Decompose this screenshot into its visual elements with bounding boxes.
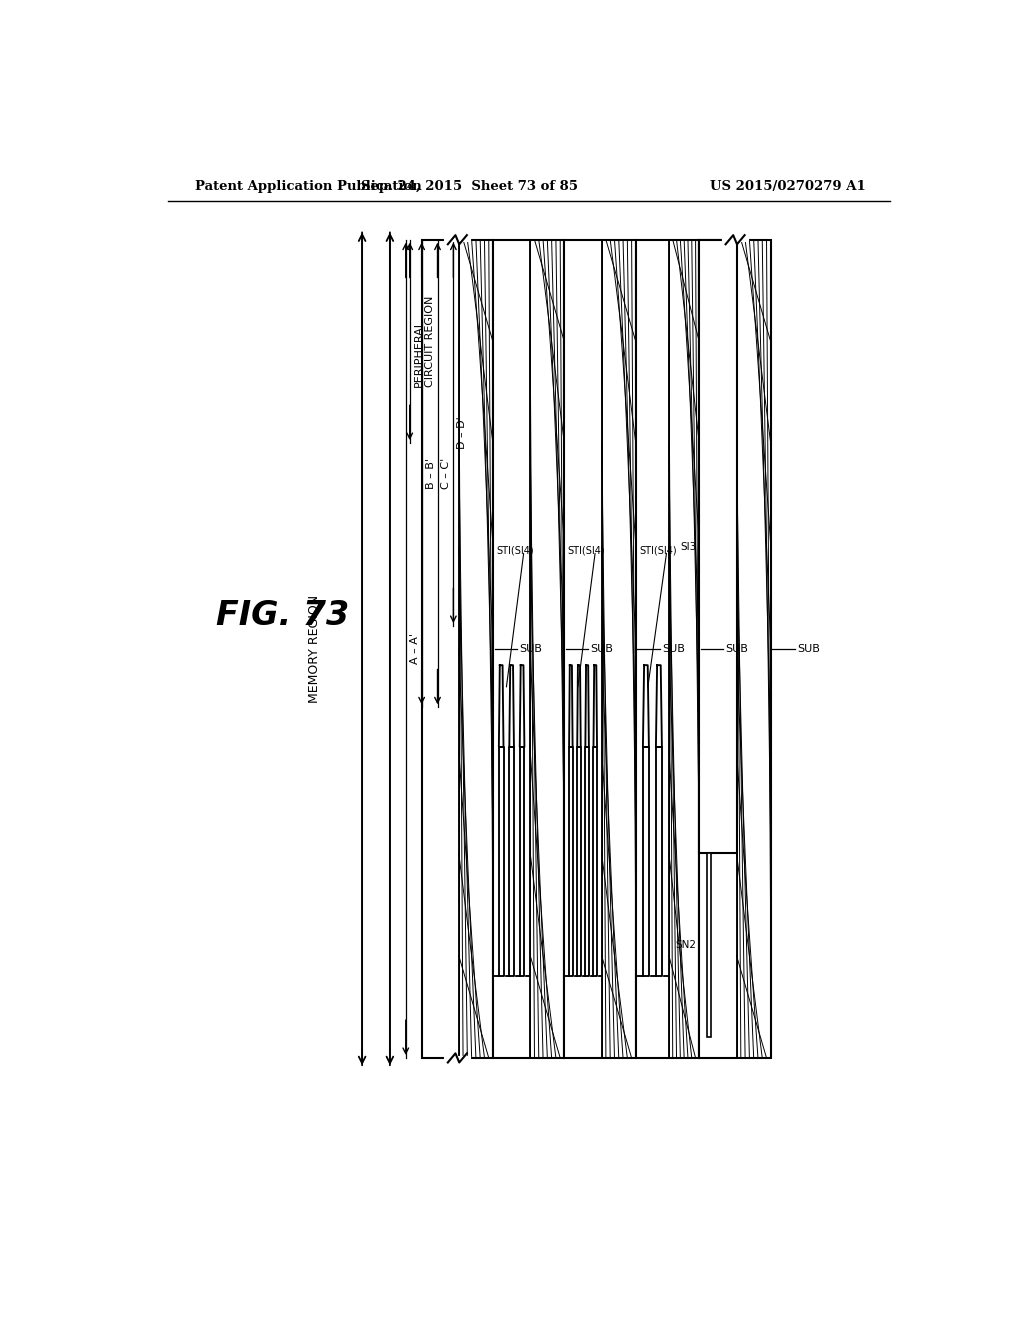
Polygon shape [578, 665, 581, 747]
Polygon shape [499, 665, 504, 747]
Text: STI(SI4): STI(SI4) [567, 545, 605, 556]
Text: Patent Application Publication: Patent Application Publication [196, 181, 422, 193]
Polygon shape [509, 747, 514, 975]
Polygon shape [499, 747, 504, 975]
Text: A – A': A – A' [410, 634, 420, 664]
Text: B – B': B – B' [426, 458, 435, 488]
Polygon shape [643, 665, 649, 747]
Text: Sep. 24, 2015  Sheet 73 of 85: Sep. 24, 2015 Sheet 73 of 85 [360, 181, 578, 193]
Polygon shape [656, 665, 662, 747]
Text: SUB: SUB [519, 644, 542, 653]
Polygon shape [509, 665, 514, 747]
Text: SN2: SN2 [675, 940, 696, 950]
Polygon shape [586, 665, 589, 747]
Bar [494, 240, 564, 1057]
Polygon shape [520, 665, 524, 747]
Polygon shape [594, 747, 597, 975]
Polygon shape [578, 747, 581, 975]
Text: PERIPHERAL
CIRCUIT REGION: PERIPHERAL CIRCUIT REGION [414, 296, 435, 387]
Polygon shape [656, 747, 662, 975]
Polygon shape [569, 747, 572, 975]
Text: SUB: SUB [797, 644, 820, 653]
Text: SI3: SI3 [680, 541, 696, 552]
Text: SUB: SUB [726, 644, 749, 653]
Text: SUB: SUB [663, 644, 685, 653]
Text: D – D': D – D' [458, 416, 467, 449]
Text: SUB: SUB [591, 644, 613, 653]
Bar [699, 240, 736, 853]
Polygon shape [520, 747, 524, 975]
Bar [699, 240, 771, 1057]
Polygon shape [586, 747, 589, 975]
Text: C – C': C – C' [441, 458, 452, 490]
Bar [564, 240, 636, 1057]
Bar [707, 853, 712, 1038]
Text: STI(SI4): STI(SI4) [497, 545, 534, 556]
Text: US 2015/0270279 A1: US 2015/0270279 A1 [711, 181, 866, 193]
Text: STI(SI4): STI(SI4) [639, 545, 677, 556]
Polygon shape [569, 665, 572, 747]
Bar [422, 240, 494, 1057]
Text: FIG. 73: FIG. 73 [216, 599, 349, 632]
Polygon shape [594, 665, 597, 747]
Text: MEMORY REGION: MEMORY REGION [308, 595, 321, 702]
Bar [636, 240, 699, 1057]
Polygon shape [643, 747, 649, 975]
